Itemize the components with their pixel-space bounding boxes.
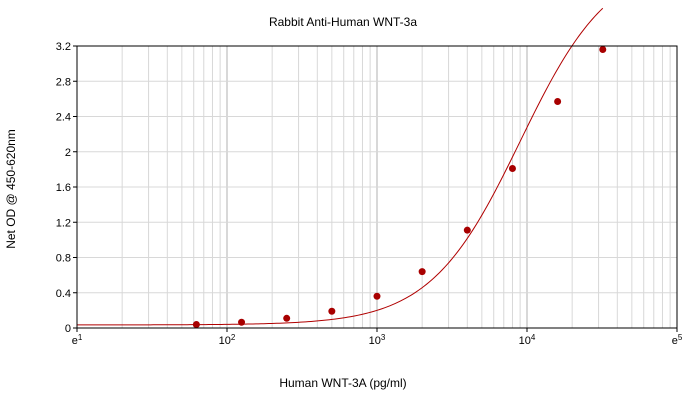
y-axis-title: Net OD @ 450-620nm <box>4 129 18 249</box>
x-tick-label: 104 <box>519 333 536 347</box>
x-axis: e1 102 103 104 e5 <box>72 328 683 347</box>
data-point <box>192 320 200 328</box>
data-point <box>554 98 562 106</box>
y-tick-label: 0.4 <box>56 288 71 300</box>
x-tick-label: 102 <box>219 333 236 347</box>
data-point <box>238 318 246 326</box>
y-tick-label: 0.8 <box>56 253 71 265</box>
y-tick-label: 2.8 <box>56 76 71 88</box>
y-axis: 0 0.4 0.8 1.2 1.6 2 2.4 2.8 3.2 <box>56 41 77 335</box>
data-point <box>599 46 607 54</box>
data-point <box>508 164 516 172</box>
y-tick-label: 3.2 <box>56 41 71 53</box>
data-point <box>373 292 381 300</box>
y-tick-label: 1.6 <box>56 182 71 194</box>
x-tick-label: 103 <box>369 333 386 347</box>
data-points <box>192 46 607 328</box>
fit-curve <box>77 7 604 326</box>
chart-title: Rabbit Anti-Human WNT-3a <box>269 15 417 29</box>
grid <box>77 46 677 328</box>
x-axis-title: Human WNT-3A (pg/ml) <box>279 376 406 390</box>
x-tick-label: e5 <box>672 333 683 347</box>
x-tick-label: e1 <box>72 333 83 347</box>
data-point <box>418 268 426 276</box>
y-tick-label: 2 <box>65 147 71 159</box>
data-point <box>283 314 291 322</box>
y-tick-label: 1.2 <box>56 217 71 229</box>
data-point <box>463 226 471 234</box>
data-point <box>328 307 336 315</box>
y-tick-label: 2.4 <box>56 112 71 124</box>
y-tick-label: 0 <box>65 323 71 335</box>
